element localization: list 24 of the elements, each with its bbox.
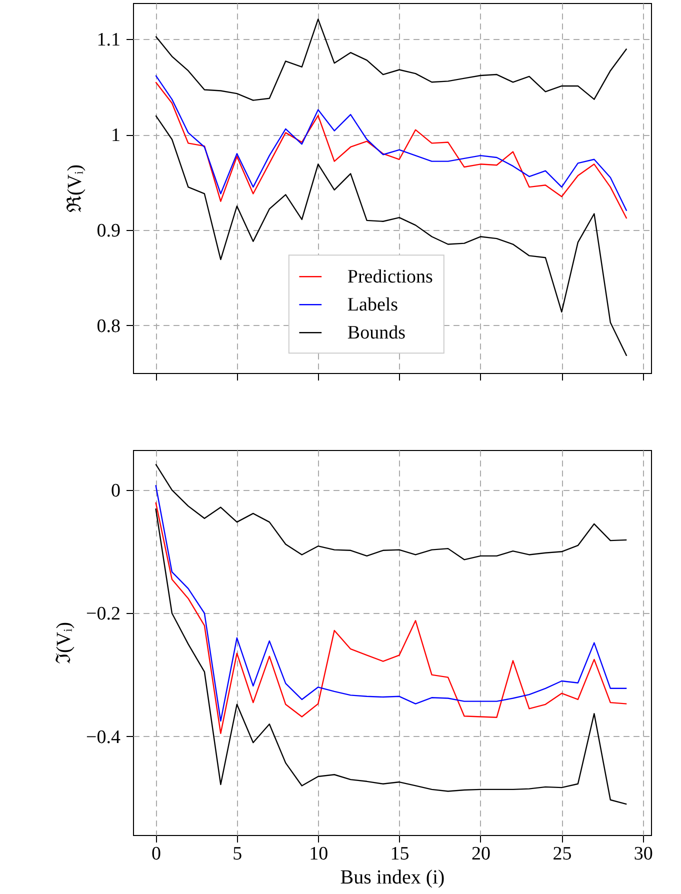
x-tick-label: 30 — [634, 844, 653, 864]
y-tick-label: 1 — [111, 125, 120, 146]
x-tick-label: 10 — [309, 844, 328, 864]
y-axis-title: ℜ(Vᵢ) — [64, 164, 86, 213]
x-tick-label: 25 — [552, 844, 572, 864]
line-series — [155, 464, 628, 560]
x-axis-title: Bus index (i) — [340, 866, 445, 888]
line-series — [155, 508, 628, 805]
x-tick-label: 15 — [390, 844, 410, 864]
line-series — [155, 114, 628, 356]
y-tick-label: −0.4 — [86, 726, 121, 748]
legend-label: Labels — [347, 294, 398, 316]
y-tick-label: 0.8 — [96, 316, 120, 337]
x-tick-label: 0 — [151, 844, 161, 864]
y-tick-label: −0.2 — [86, 604, 120, 625]
legend-label: Bounds — [347, 322, 406, 344]
y-tick-label: 0 — [111, 480, 120, 502]
y-tick-label: 0.9 — [96, 220, 120, 242]
x-tick-label: 20 — [472, 844, 490, 864]
y-tick-label: 1.1 — [96, 30, 120, 51]
x-tick-label: 5 — [232, 844, 242, 864]
legend-label: Predictions — [347, 266, 433, 288]
y-axis-title: ℑ(Vᵢ) — [53, 622, 76, 664]
line-series — [155, 18, 628, 101]
